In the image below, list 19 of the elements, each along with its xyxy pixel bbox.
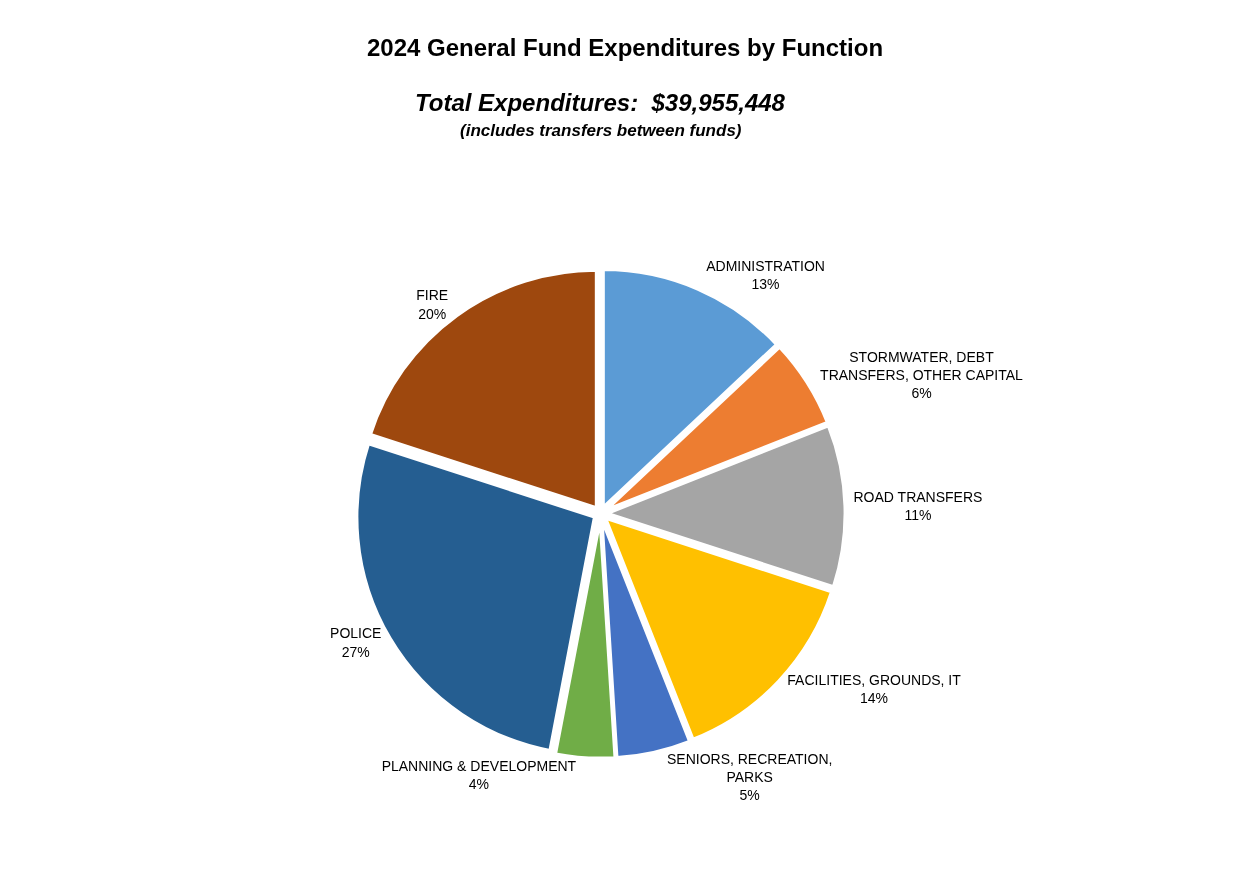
slice-label: ROAD TRANSFERS bbox=[853, 488, 983, 505]
data-label: 14% bbox=[860, 690, 889, 707]
slice-label: SENIORS, RECREATION, PARKS bbox=[666, 750, 833, 786]
slice-label: ADMINISTRATION bbox=[706, 257, 825, 274]
data-label: 5% bbox=[739, 787, 760, 804]
text: (includes transfers between funds) bbox=[460, 121, 742, 140]
slice-label: FACILITIES, GROUNDS, IT bbox=[787, 671, 962, 688]
data-label: 27% bbox=[341, 643, 370, 660]
slice-label: STORMWATER, DEBT TRANSFERS, OTHER CAPITAL bbox=[820, 348, 1024, 383]
data-label: 6% bbox=[911, 385, 932, 402]
chart-subtitle: Total Expenditures: $39,955,448 bbox=[415, 89, 786, 116]
data-label: 20% bbox=[418, 305, 447, 322]
slice-label: FIRE bbox=[416, 287, 449, 304]
slice-label: PLANNING & DEVELOPMENT bbox=[381, 757, 577, 774]
slice-label: POLICE bbox=[330, 625, 382, 642]
data-label: 13% bbox=[751, 275, 780, 292]
chart-title: 2024 General Fund Expenditures by Function bbox=[366, 33, 884, 61]
data-label: 11% bbox=[904, 506, 932, 523]
data-label: 4% bbox=[468, 775, 490, 792]
